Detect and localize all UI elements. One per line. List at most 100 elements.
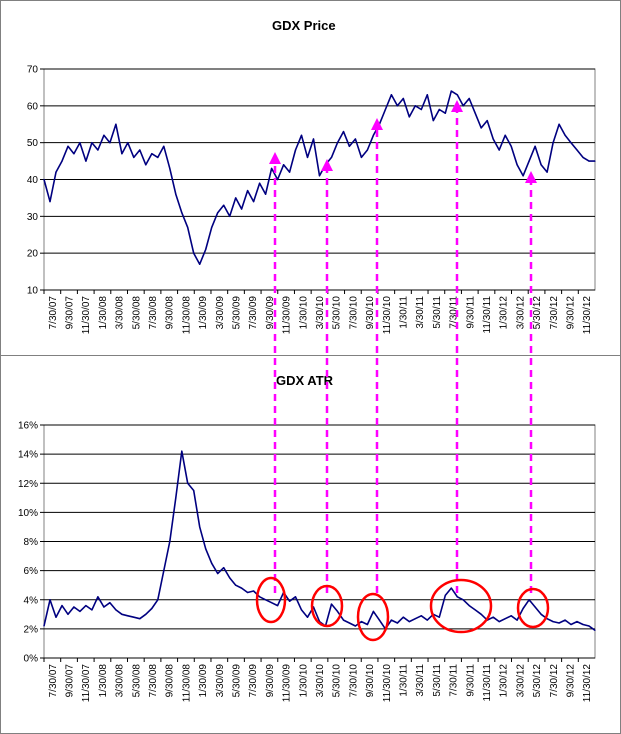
price-data-point	[43, 178, 45, 181]
atr-xtick-label: 3/30/11	[415, 664, 426, 697]
atr-data-point	[534, 606, 536, 608]
price-xtick-label: 7/30/10	[348, 296, 359, 330]
price-data-point	[546, 171, 548, 173]
arrow-head	[321, 159, 333, 171]
price-data-point	[115, 123, 117, 125]
atr-xtick-label: 7/30/08	[148, 664, 159, 698]
price-data-point	[492, 138, 494, 140]
atr-data-point	[211, 562, 213, 564]
price-xtick-label: 7/30/09	[248, 296, 259, 330]
price-data-point	[408, 116, 410, 118]
atr-data-point	[564, 619, 566, 621]
price-data-point	[187, 226, 189, 228]
price-data-point	[510, 145, 512, 147]
arrow-head	[451, 100, 463, 112]
atr-data-point	[97, 596, 99, 598]
atr-xtick-label: 11/30/12	[582, 664, 593, 703]
price-xtick-label: 1/30/11	[398, 296, 409, 329]
price-ytick-label: 30	[27, 212, 39, 223]
atr-data-point	[229, 577, 231, 579]
price-xtick-label: 5/30/11	[432, 296, 443, 329]
atr-xtick-label: 11/30/10	[382, 664, 393, 703]
atr-data-point	[468, 604, 470, 607]
price-data-point	[276, 178, 279, 181]
price-ytick-label: 70	[27, 65, 39, 76]
atr-data-point	[288, 600, 291, 602]
price-data-point	[342, 131, 345, 133]
price-data-point	[270, 167, 273, 170]
price-data-point	[103, 134, 105, 136]
price-data-point	[312, 138, 315, 140]
atr-data-point	[336, 610, 339, 613]
atr-data-point	[163, 570, 165, 572]
price-data-point	[264, 193, 267, 195]
price-ytick-label: 50	[27, 138, 39, 149]
price-xtick-label: 1/30/09	[198, 296, 209, 330]
atr-data-point	[61, 604, 63, 607]
atr-data-point	[438, 616, 440, 618]
highlight-circle	[255, 576, 287, 624]
price-data-point	[558, 123, 560, 125]
price-data-point	[384, 108, 386, 111]
price-data-point	[372, 134, 375, 136]
price-xtick-label: 1/30/10	[298, 296, 309, 330]
atr-data-point	[115, 609, 117, 611]
atr-data-point	[205, 548, 207, 550]
atr-xtick-label: 1/30/10	[298, 664, 309, 698]
price-xtick-label: 1/30/08	[98, 296, 109, 330]
price-data-point	[486, 119, 488, 122]
price-data-point	[366, 149, 369, 151]
price-ytick-label: 40	[27, 175, 39, 186]
atr-data-point	[157, 599, 159, 601]
atr-data-point	[522, 607, 524, 610]
arrow-head	[371, 118, 383, 130]
atr-xtick-label: 9/30/08	[165, 664, 176, 698]
atr-chart-title: GDX ATR	[276, 373, 334, 388]
price-data-point	[570, 142, 572, 144]
price-data-point	[91, 142, 93, 144]
price-xtick-label: 11/30/11	[482, 296, 493, 334]
highlight-circle	[356, 592, 390, 642]
atr-xtick-label: 5/30/08	[131, 664, 142, 698]
price-data-point	[294, 149, 297, 151]
atr-data-point	[360, 620, 363, 623]
price-xtick-label: 7/30/07	[48, 296, 59, 330]
atr-chart: 0% 2% 4% 6% 8% 10% 12% 14% 16% 7/30/07 9/30/07 11/3…	[18, 421, 596, 703]
atr-xtick-label: 9/30/09	[265, 664, 276, 698]
atr-data-point	[133, 616, 135, 618]
atr-data-point	[378, 619, 380, 621]
atr-xtick-label: 11/30/11	[482, 664, 493, 702]
price-xtick-label: 3/30/11	[415, 296, 426, 329]
price-xtick-label: 7/30/12	[549, 296, 560, 330]
atr-xtick-label: 5/30/11	[432, 664, 443, 697]
chart-divider	[0, 355, 621, 356]
atr-xtick-label: 3/30/12	[515, 664, 526, 698]
atr-data-point	[247, 591, 249, 594]
atr-data-point	[588, 625, 590, 627]
atr-data-point	[420, 615, 422, 617]
atr-data-point	[294, 596, 297, 598]
atr-data-point	[570, 623, 572, 626]
atr-data-point	[348, 622, 351, 624]
atr-ytick-label: 12%	[18, 479, 38, 490]
price-data-point	[360, 156, 363, 158]
arrow-head	[525, 171, 537, 183]
atr-xtick-label: 9/30/11	[465, 664, 476, 697]
atr-xtick-label: 11/30/08	[181, 664, 192, 703]
atr-data-point	[582, 623, 584, 626]
atr-data-point	[270, 602, 273, 604]
price-data-point	[588, 160, 590, 162]
atr-data-point	[121, 613, 123, 615]
atr-data-point	[223, 567, 225, 569]
atr-ytick-label: 8%	[24, 537, 39, 548]
price-xtick-label: 5/30/10	[332, 296, 343, 330]
atr-data-point	[300, 609, 303, 611]
atr-data-point	[139, 618, 141, 620]
atr-data-point	[127, 615, 129, 617]
price-data-point	[444, 112, 446, 114]
atr-xtick-label: 1/30/08	[98, 664, 109, 698]
highlight-circle	[516, 587, 550, 629]
price-xtick-label: 9/30/07	[65, 296, 76, 330]
atr-data-point	[187, 482, 189, 484]
atr-data-point	[217, 572, 219, 575]
